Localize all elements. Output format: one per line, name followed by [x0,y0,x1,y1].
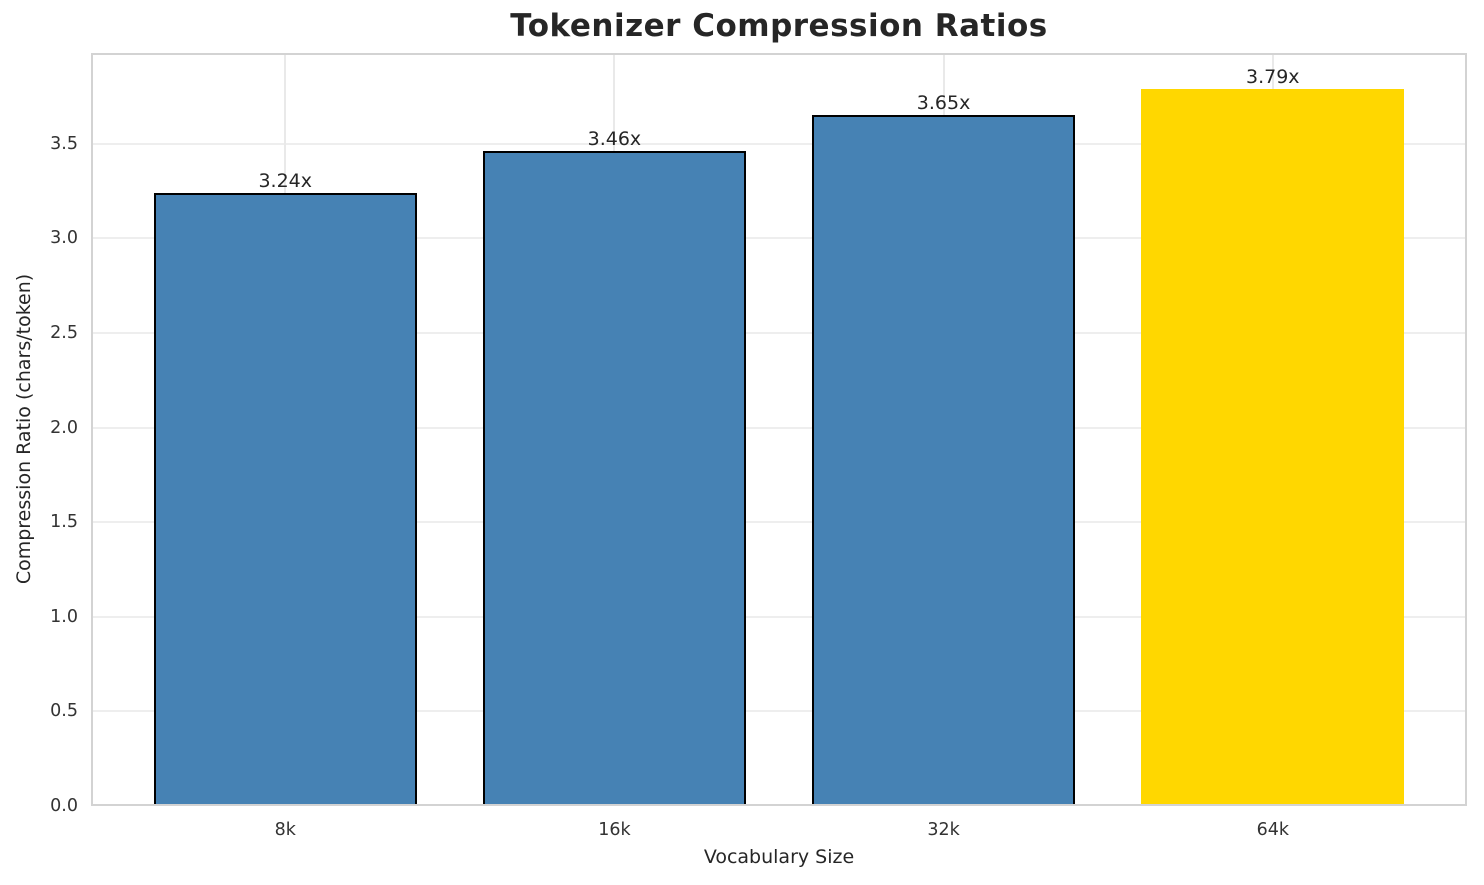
bar-value-label: 3.79x [1245,65,1300,88]
y-tick-label: 0.5 [50,701,78,722]
y-tick-label: 3.0 [50,228,78,249]
chart-title: Tokenizer Compression Ratios [510,8,1048,44]
horizontal-gridline [91,142,1467,145]
y-tick-label: 2.0 [50,417,78,438]
y-tick-label: 2.5 [50,323,78,343]
horizontal-gridline [91,615,1467,618]
y-tick-label: 1.0 [50,606,78,627]
bar-16k [482,151,747,806]
horizontal-gridline [91,426,1467,429]
y-tick-label: 1.5 [50,512,78,533]
horizontal-gridline [91,521,1467,524]
x-tick-label-16k: 16k [598,820,631,840]
x-tick-label-8k: 8k [274,820,296,840]
y-tick-label: 3.5 [50,133,78,154]
bar-32k [811,115,1076,806]
bar-value-label: 3.65x [916,92,971,115]
horizontal-gridline [91,237,1467,240]
bar-64k [1141,88,1405,806]
plot-area: 3.24x 3.46x 3.65x 3.79x [91,53,1467,806]
horizontal-gridline [91,332,1467,334]
horizontal-gridline [91,710,1467,713]
bar-value-label: 3.46x [587,128,642,151]
x-axis-label: Vocabulary Size [703,846,855,868]
bar-8k [153,193,417,806]
y-tick-label: 0.0 [50,796,78,816]
bar-value-label: 3.24x [258,170,312,192]
x-tick-label-32k: 32k [927,820,960,840]
x-tick-label-64k: 64k [1256,820,1289,840]
